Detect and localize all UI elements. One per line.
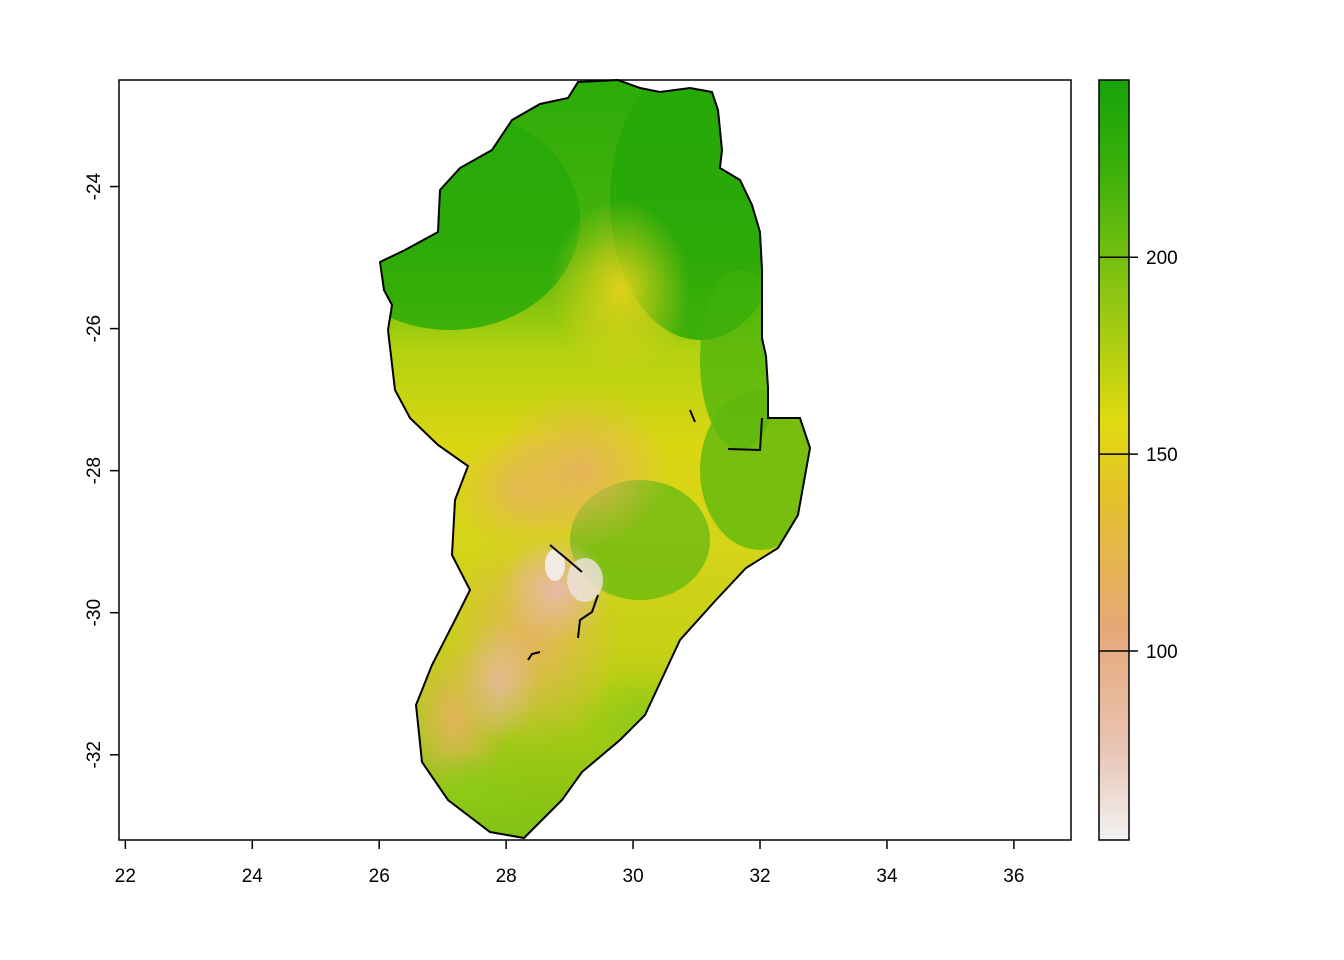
x-tick-label: 30 [623, 866, 644, 887]
x-tick-label: 24 [242, 866, 264, 887]
x-tick-label: 28 [496, 866, 517, 887]
y-tick-label: -32 [84, 741, 105, 768]
legend-ticks: 200 150 100 [1099, 248, 1178, 663]
legend-colorbar [1098, 79, 1130, 841]
legend-tick-label: 150 [1146, 445, 1178, 466]
border-segment [727, 417, 763, 452]
internal-borders [527, 409, 763, 661]
elevation-raster [380, 80, 810, 838]
region-boundary [378, 78, 812, 840]
y-tick-label: -24 [84, 172, 105, 200]
x-tick-label: 22 [115, 866, 136, 887]
y-tick-label: -30 [84, 599, 105, 626]
border-segment [527, 651, 541, 661]
border-segment [689, 409, 696, 423]
color-legend: 200 150 100 [1098, 79, 1178, 841]
legend-tick-label: 200 [1146, 248, 1178, 269]
y-tick-label: -26 [84, 315, 105, 342]
border-segment [577, 594, 599, 639]
legend-tick-label: 100 [1146, 642, 1178, 663]
y-tick-label: -28 [84, 457, 105, 484]
x-tick-label: 26 [369, 866, 390, 887]
x-tick-label: 34 [876, 866, 898, 887]
x-tick-label: 36 [1003, 866, 1024, 887]
x-axis: 22 24 26 28 30 32 34 36 [115, 840, 1024, 887]
x-tick-label: 32 [749, 866, 770, 887]
y-axis: -24 -26 -28 -30 -32 [84, 172, 119, 769]
border-segment [549, 544, 583, 573]
